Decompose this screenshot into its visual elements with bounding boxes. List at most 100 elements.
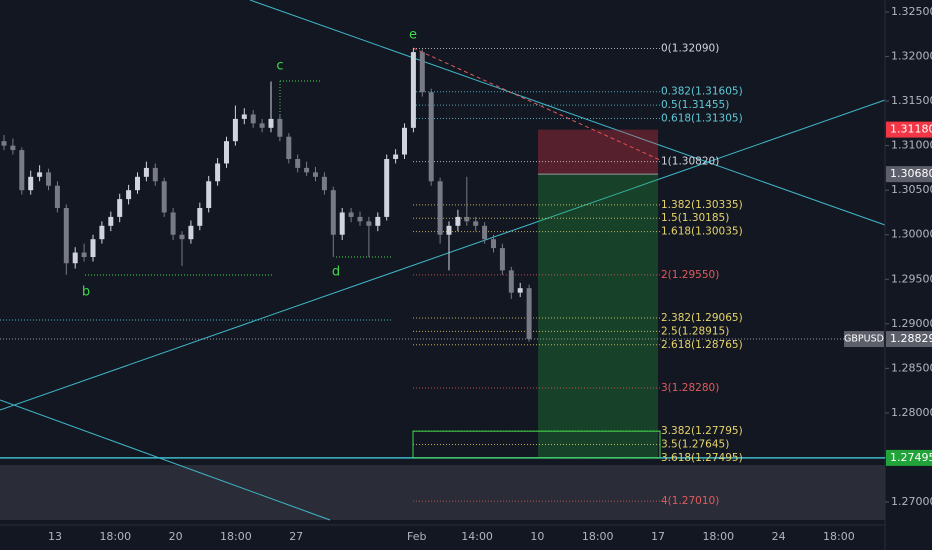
trend-line: [0, 399, 331, 521]
candle-body: [135, 176, 140, 191]
candle-body: [295, 159, 301, 168]
candle-body: [46, 172, 51, 186]
candle-body: [313, 172, 318, 177]
candle-body: [241, 114, 247, 119]
pattern-label: e: [409, 28, 417, 43]
candle-body: [54, 185, 60, 208]
x-tick-label: 13: [48, 530, 62, 543]
pattern-label: d: [332, 265, 340, 280]
candle-body: [143, 167, 149, 177]
candle-body: [117, 199, 123, 217]
candle-body: [384, 159, 390, 217]
candle-body: [393, 154, 399, 159]
candle-body: [63, 208, 69, 264]
candle-body: [366, 221, 372, 226]
price-tag: [886, 331, 932, 348]
fib-label: 2.5(1.28915): [661, 325, 729, 337]
candle-body: [482, 225, 488, 240]
candle-body: [508, 270, 514, 293]
candle-body: [170, 212, 176, 235]
candle-body: [206, 181, 212, 208]
candle-body: [375, 216, 381, 226]
stop-zone: [538, 129, 658, 175]
candle-body: [455, 216, 461, 226]
pattern-labels: b c d e: [82, 28, 417, 300]
candle-body: [152, 167, 158, 182]
price-tag: [886, 121, 932, 138]
candle-body: [428, 92, 434, 182]
candle-body: [1, 141, 7, 146]
y-tick-label: 1.32000: [891, 50, 932, 63]
x-tick-label: 27: [289, 530, 303, 543]
candle-body: [99, 225, 105, 240]
candle-body: [348, 212, 354, 217]
x-tick-label: 18:00: [582, 530, 614, 543]
fib-label: 0.5(1.31455): [661, 99, 729, 111]
candle-body: [224, 141, 229, 164]
price-tag: [886, 449, 932, 466]
candle-body: [108, 216, 114, 226]
candle-body: [215, 163, 221, 182]
y-tick-label: 1.29000: [891, 317, 932, 330]
candle-body: [81, 252, 87, 257]
symbol-label: GBPUSD: [844, 334, 884, 345]
fib-label: 0.382(1.31605): [661, 86, 743, 98]
fib-label: 2.382(1.29065): [661, 312, 743, 324]
candle-body: [232, 118, 238, 142]
y-tick-label: 1.31500: [891, 94, 932, 107]
pattern-label: c: [276, 59, 283, 74]
x-tick-label: 14:00: [461, 530, 493, 543]
candle-body: [259, 123, 265, 128]
y-tick-label: 1.28500: [891, 361, 932, 374]
y-tick-label: 1.28000: [891, 406, 932, 419]
price-tag-label: 1.28829: [890, 332, 932, 345]
x-tick-label: 20: [169, 530, 183, 543]
x-tick-label: 18:00: [823, 530, 855, 543]
candle-body: [437, 181, 443, 235]
candle-body: [446, 225, 452, 235]
y-tick-label: 1.27000: [891, 495, 932, 508]
fib-label: 1(1.30820): [661, 156, 719, 168]
fib-label: 1.382(1.30335): [661, 199, 743, 211]
y-tick-label: 1.32500: [891, 5, 932, 18]
fib-label: 4(1.27010): [661, 495, 719, 507]
candle-body: [286, 136, 292, 159]
fib-label: 1.5(1.30185): [661, 212, 729, 224]
pattern-lines: [85, 80, 393, 276]
fib-label: 2(1.29550): [661, 269, 719, 281]
fib-label: 0(1.32090): [661, 43, 719, 55]
candle-body: [464, 216, 470, 222]
candle-body: [491, 239, 496, 249]
x-tick-label: 18:00: [702, 530, 734, 543]
candle-body: [126, 190, 132, 200]
candle-body: [277, 118, 283, 137]
candle-body: [526, 288, 532, 339]
candle-body: [419, 52, 425, 93]
candle-body: [268, 118, 274, 128]
price-tag-label: 1.30680: [890, 167, 932, 180]
fib-label: 0.618(1.31305): [661, 112, 743, 124]
fib-label: 3.5(1.27645): [661, 439, 729, 451]
candle-body: [37, 172, 43, 177]
target-zone: [538, 174, 658, 458]
candle-body: [10, 145, 16, 151]
price-tag: [886, 166, 932, 183]
y-tick-label: 1.29500: [891, 272, 932, 285]
candle-body: [402, 127, 407, 155]
candle-body: [499, 248, 505, 271]
candle-body: [179, 234, 185, 240]
fib-label: 1.618(1.30035): [661, 226, 743, 238]
candle-body: [473, 221, 479, 226]
candle-body: [517, 288, 523, 293]
candle-body: [330, 190, 336, 235]
candle-body: [197, 208, 203, 226]
x-tick-label: 17: [651, 530, 665, 543]
fib-label: 3.618(1.27495): [661, 452, 743, 464]
candle-body: [28, 176, 34, 191]
fib-label: 3.382(1.27795): [661, 425, 743, 437]
candle-body: [304, 167, 310, 173]
bottom-zone: [0, 465, 885, 520]
x-tick-label: 18:00: [220, 530, 252, 543]
